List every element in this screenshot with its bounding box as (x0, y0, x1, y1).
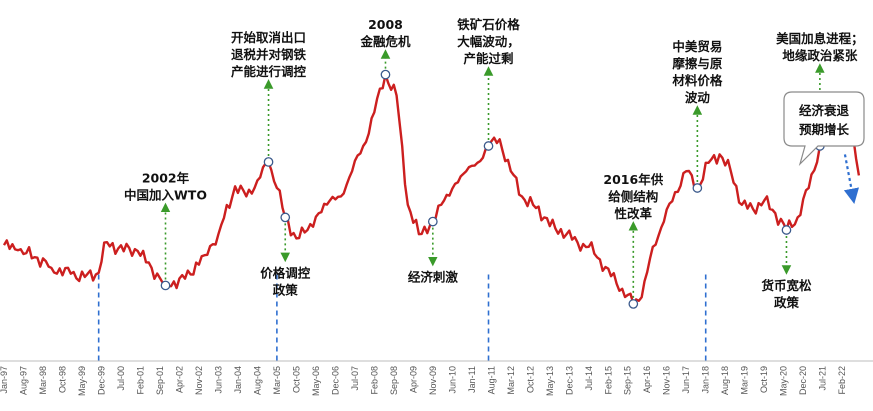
trend-arrow (843, 154, 860, 204)
x-tick-label: Oct-12 (525, 366, 535, 393)
x-tick-label: Jul-00 (116, 366, 126, 391)
event-label: 中国加入WTO (124, 187, 207, 202)
callout-bubble (783, 91, 865, 167)
x-tick-label: Feb-15 (603, 366, 613, 395)
x-tick-label: Feb-08 (369, 366, 379, 395)
x-tick-label: Aug-18 (720, 366, 730, 395)
event-label: 开始取消出口 (231, 30, 306, 45)
x-tick-label: Jul-21 (818, 366, 828, 391)
x-tick-label: Feb-01 (135, 366, 145, 395)
event-label: 中美贸易 (672, 39, 722, 54)
x-tick-label: Jan-11 (467, 366, 477, 393)
event-label: 材料价格 (671, 73, 723, 88)
callout-text: 预期增长 (799, 122, 850, 137)
x-tick-label: Nov-09 (428, 366, 438, 395)
x-tick-label: Feb-22 (837, 366, 847, 395)
x-tick-label: May-20 (779, 366, 789, 396)
x-tick-label: Mar-12 (506, 366, 516, 395)
x-tick-label: Dec-20 (798, 366, 808, 395)
x-tick-label: Jan-18 (701, 366, 711, 394)
event-label: 给侧结构 (608, 189, 658, 204)
x-tick-label: Nov-02 (194, 366, 204, 395)
event-label: 价格调控 (260, 265, 311, 280)
event-point-marker (781, 225, 792, 235)
event-label: 产能进行调控 (231, 64, 307, 79)
x-tick-label: May-13 (545, 366, 555, 396)
x-tick-label: May-06 (311, 366, 321, 396)
x-tick-label: Dec-99 (96, 366, 106, 395)
event-label: 性改革 (614, 206, 653, 221)
x-tick-label: Oct-19 (759, 366, 769, 393)
event-point-marker (160, 280, 171, 291)
event-marker-lines (97, 274, 707, 361)
event-label: 货币宽松 (761, 278, 812, 293)
x-tick-label: Jun-17 (681, 366, 691, 394)
x-tick-label: Sep-08 (389, 366, 399, 395)
x-tick-label: Apr-09 (408, 366, 418, 393)
event-label: 2016年供 (603, 172, 663, 187)
x-tick-label: Aug-11 (486, 366, 496, 394)
x-tick-label: Dec-13 (564, 366, 574, 395)
x-tick-label: Nov-16 (662, 366, 672, 395)
x-tick-label: May-99 (77, 366, 87, 396)
event-arrows (160, 49, 860, 298)
x-tick-label: Jan-97 (0, 366, 9, 394)
x-tick-label: Aug-04 (252, 366, 262, 395)
event-label: 地缘政治紧张 (782, 48, 858, 63)
event-point-marker (380, 69, 391, 80)
event-label: 经济刺激 (408, 270, 459, 285)
x-tick-label: Jul-14 (584, 366, 594, 391)
x-tick-label: Mar-98 (38, 366, 48, 395)
event-point-marker (263, 157, 274, 167)
event-label: 产能过剩 (464, 51, 514, 66)
x-tick-label: Mar-05 (272, 366, 282, 395)
x-tick-label: Dec-06 (330, 366, 340, 395)
event-label: 波动 (685, 90, 711, 105)
x-tick-label: Jun-10 (447, 366, 457, 394)
event-point-marker (280, 212, 291, 223)
event-label: 摩擦与原 (672, 56, 723, 71)
event-label: 铁矿石价格 (457, 17, 520, 32)
x-tick-label: Sep-15 (623, 366, 633, 395)
event-label: 政策 (273, 282, 299, 297)
x-tick-label: Sep-01 (155, 366, 165, 395)
event-label: 2002年 (142, 170, 190, 185)
x-axis-tick-labels: Jan-97 Aug-97 Mar-98 Oct-98 May-99 Dec-99 Jul-… (0, 366, 847, 396)
event-point-marker (483, 141, 494, 151)
x-tick-label: Mar-19 (740, 366, 750, 395)
event-label: 退税并对钢铁 (231, 47, 307, 62)
x-tick-label: Jan-04 (233, 366, 243, 394)
event-label: 2008 (368, 17, 403, 32)
x-tick-label: Oct-98 (57, 366, 67, 393)
callout-text: 经济衰退 (799, 103, 850, 118)
event-label: 金融危机 (359, 34, 411, 49)
event-label: 大幅波动， (457, 34, 520, 49)
event-label: 美国加息进程； (776, 31, 864, 46)
x-tick-label: Jul-07 (350, 366, 360, 391)
event-point-marker (427, 216, 438, 227)
event-point-marker (692, 183, 703, 193)
x-tick-label: Jun-03 (213, 366, 223, 394)
x-tick-label: Apr-02 (174, 366, 184, 393)
x-tick-label: Apr-16 (642, 366, 652, 393)
event-point-marker (628, 299, 639, 309)
event-label: 政策 (774, 295, 800, 310)
x-tick-label: Oct-05 (291, 366, 301, 393)
x-tick-label: Aug-97 (18, 366, 28, 395)
